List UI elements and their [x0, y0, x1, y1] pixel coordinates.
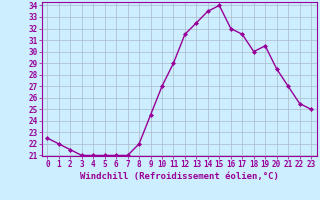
X-axis label: Windchill (Refroidissement éolien,°C): Windchill (Refroidissement éolien,°C)	[80, 172, 279, 181]
